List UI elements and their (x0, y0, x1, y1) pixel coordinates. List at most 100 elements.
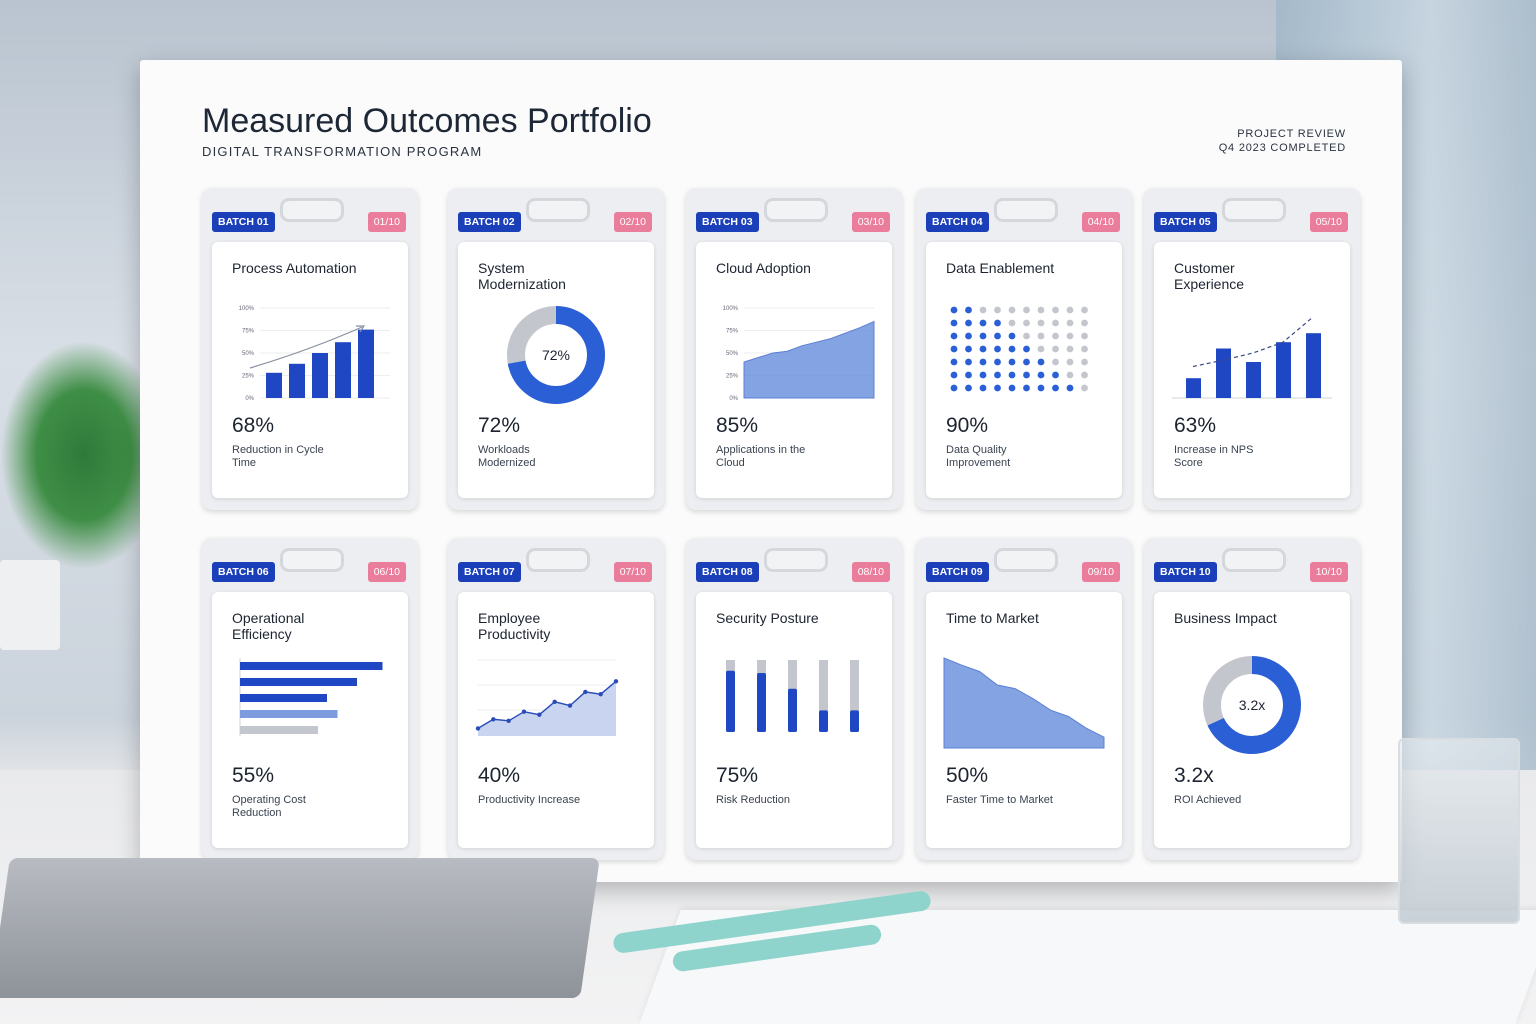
card-title: Security Posture (716, 610, 819, 626)
bar (240, 662, 383, 670)
batch-badge: BATCH 07 (458, 562, 521, 582)
bar (819, 710, 828, 732)
donut-label: 3.2x (1239, 697, 1265, 713)
dot-column (1066, 306, 1074, 392)
metric: 40% (478, 764, 521, 787)
dot-column (994, 306, 1001, 392)
dot (1081, 371, 1088, 379)
board: Measured Outcomes Portfolio DIGITAL TRAN… (140, 60, 1402, 882)
dot (1008, 306, 1016, 314)
card-panel: System Modernization 72% 72% Workloads Mode… (458, 242, 654, 498)
dot (1023, 358, 1030, 366)
point (537, 712, 542, 717)
caption: Workloads Modernized (478, 444, 536, 469)
dot (1052, 371, 1059, 379)
batch-badge: BATCH 04 (926, 212, 989, 232)
bar (358, 329, 374, 398)
mini-chart: 72% (507, 306, 605, 404)
card-panel: Time to Market 50% Faster Time to Market (926, 592, 1122, 848)
dot (1081, 345, 1088, 353)
trend-line (1192, 316, 1314, 368)
dot (1066, 358, 1074, 366)
metric: 68% (232, 414, 275, 437)
dot (965, 332, 972, 340)
track (819, 660, 828, 732)
dot (965, 371, 972, 379)
arrow-head (356, 325, 366, 333)
mini-chart: 3.2x (1203, 656, 1301, 754)
bar (1276, 342, 1291, 398)
index-badge: 07/10 (613, 562, 652, 582)
dot (994, 384, 1001, 392)
index-badge: 06/10 (367, 562, 406, 582)
dot (965, 319, 972, 327)
card-title: Process Automation (232, 260, 357, 276)
card-title: System Modernization (478, 260, 566, 292)
card: BATCH 01 01/10 Process Automation 100% 75% 50… (202, 188, 418, 510)
metric: 63% (1174, 414, 1217, 437)
plant (0, 340, 140, 570)
y-tick-label: 100% (239, 306, 255, 312)
y-tick-label: 75% (726, 329, 739, 335)
metric: 55% (232, 764, 275, 787)
card-title: Data Enablement (946, 260, 1055, 276)
dot (1066, 319, 1074, 327)
area (743, 320, 875, 399)
metric: 90% (946, 414, 989, 437)
hanger (1222, 198, 1286, 222)
dot (950, 384, 958, 392)
dot (1037, 306, 1045, 314)
dot-column (979, 306, 987, 392)
dot (1023, 371, 1030, 379)
index-badge: 05/10 (1309, 212, 1348, 232)
dot (1037, 345, 1045, 353)
dot (950, 371, 958, 379)
bar (726, 670, 735, 732)
metric: 50% (946, 764, 989, 787)
dot (979, 319, 987, 327)
glass (1398, 738, 1520, 924)
dot (1066, 345, 1074, 353)
dot (1023, 345, 1030, 353)
card: BATCH 08 08/10 Security Posture 75% Risk Red… (686, 538, 902, 860)
card-title: Cloud Adoption (716, 260, 811, 276)
dot-column (1008, 306, 1016, 392)
dot (950, 319, 958, 327)
bar (240, 726, 318, 734)
point (583, 689, 588, 695)
card-title: Time to Market (946, 610, 1039, 626)
dot (1008, 371, 1016, 379)
dot (1037, 384, 1045, 392)
hanger (764, 548, 828, 572)
bar (757, 672, 766, 732)
caption: Productivity Increase (478, 794, 581, 806)
dot (1008, 332, 1016, 340)
dot (1008, 384, 1016, 392)
dot (950, 358, 958, 366)
y-tick-label: 25% (242, 374, 255, 380)
y-tick-label: 25% (726, 374, 739, 380)
caption: Operating Cost Reduction (232, 794, 306, 819)
bar (240, 678, 357, 686)
dot-column (965, 306, 972, 392)
y-tick-label: 50% (242, 351, 255, 357)
caption: Faster Time to Market (946, 794, 1053, 806)
bar (1246, 362, 1261, 398)
caption: Data Quality Improvement (946, 444, 1011, 469)
point (598, 692, 603, 697)
card: BATCH 10 10/10 Business Impact 3.2x 3.2x ROI … (1144, 538, 1360, 860)
status-label: Q4 2023 COMPLETED (1218, 142, 1346, 154)
index-badge: 02/10 (613, 212, 652, 232)
card: BATCH 02 02/10 System Modernization 72% 72% W… (448, 188, 664, 510)
card-panel: Data Enablement 90% Data Quality Improveme… (926, 242, 1122, 498)
card: BATCH 07 07/10 Employee Productivity 40% Pro… (448, 538, 664, 860)
dot (1066, 306, 1074, 314)
donut-arc (1203, 656, 1301, 754)
index-badge: 03/10 (851, 212, 890, 232)
batch-badge: BATCH 01 (212, 212, 275, 232)
dot (994, 306, 1001, 314)
track (850, 660, 859, 732)
metric: 72% (478, 414, 521, 437)
bar (788, 688, 797, 732)
